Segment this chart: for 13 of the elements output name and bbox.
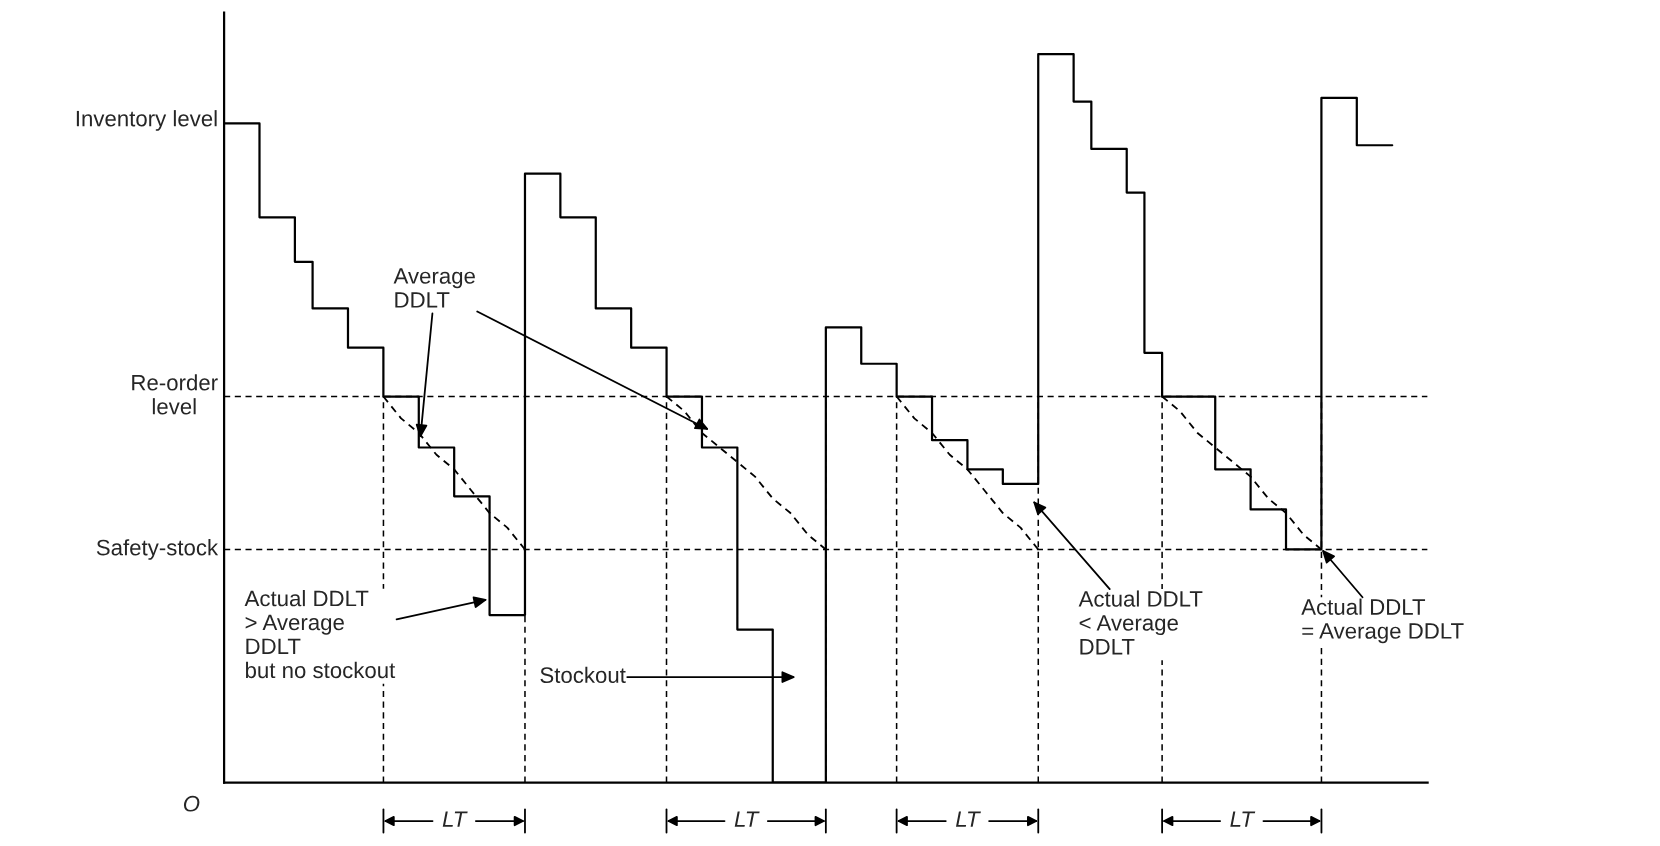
y-axis-title: Inventory level (76, 110, 217, 131)
text: LT (734, 811, 760, 827)
text: LT (1230, 811, 1256, 827)
annotation: Actual DDLT < Average DDLT (1078, 590, 1203, 655)
annotation: Stockout (540, 666, 626, 684)
text: LT (955, 811, 981, 827)
text: LT (442, 811, 468, 827)
annotation: Average DDLT (393, 268, 475, 308)
text: O (183, 795, 200, 812)
ref-line-label: Re-order level (132, 374, 218, 415)
annotation: Actual DDLT = Average DDLT (1301, 598, 1464, 644)
ref-line-label: Safety-stock (96, 539, 219, 560)
annotation: Actual DDLT > Average DDLT but no stockout (244, 590, 396, 679)
